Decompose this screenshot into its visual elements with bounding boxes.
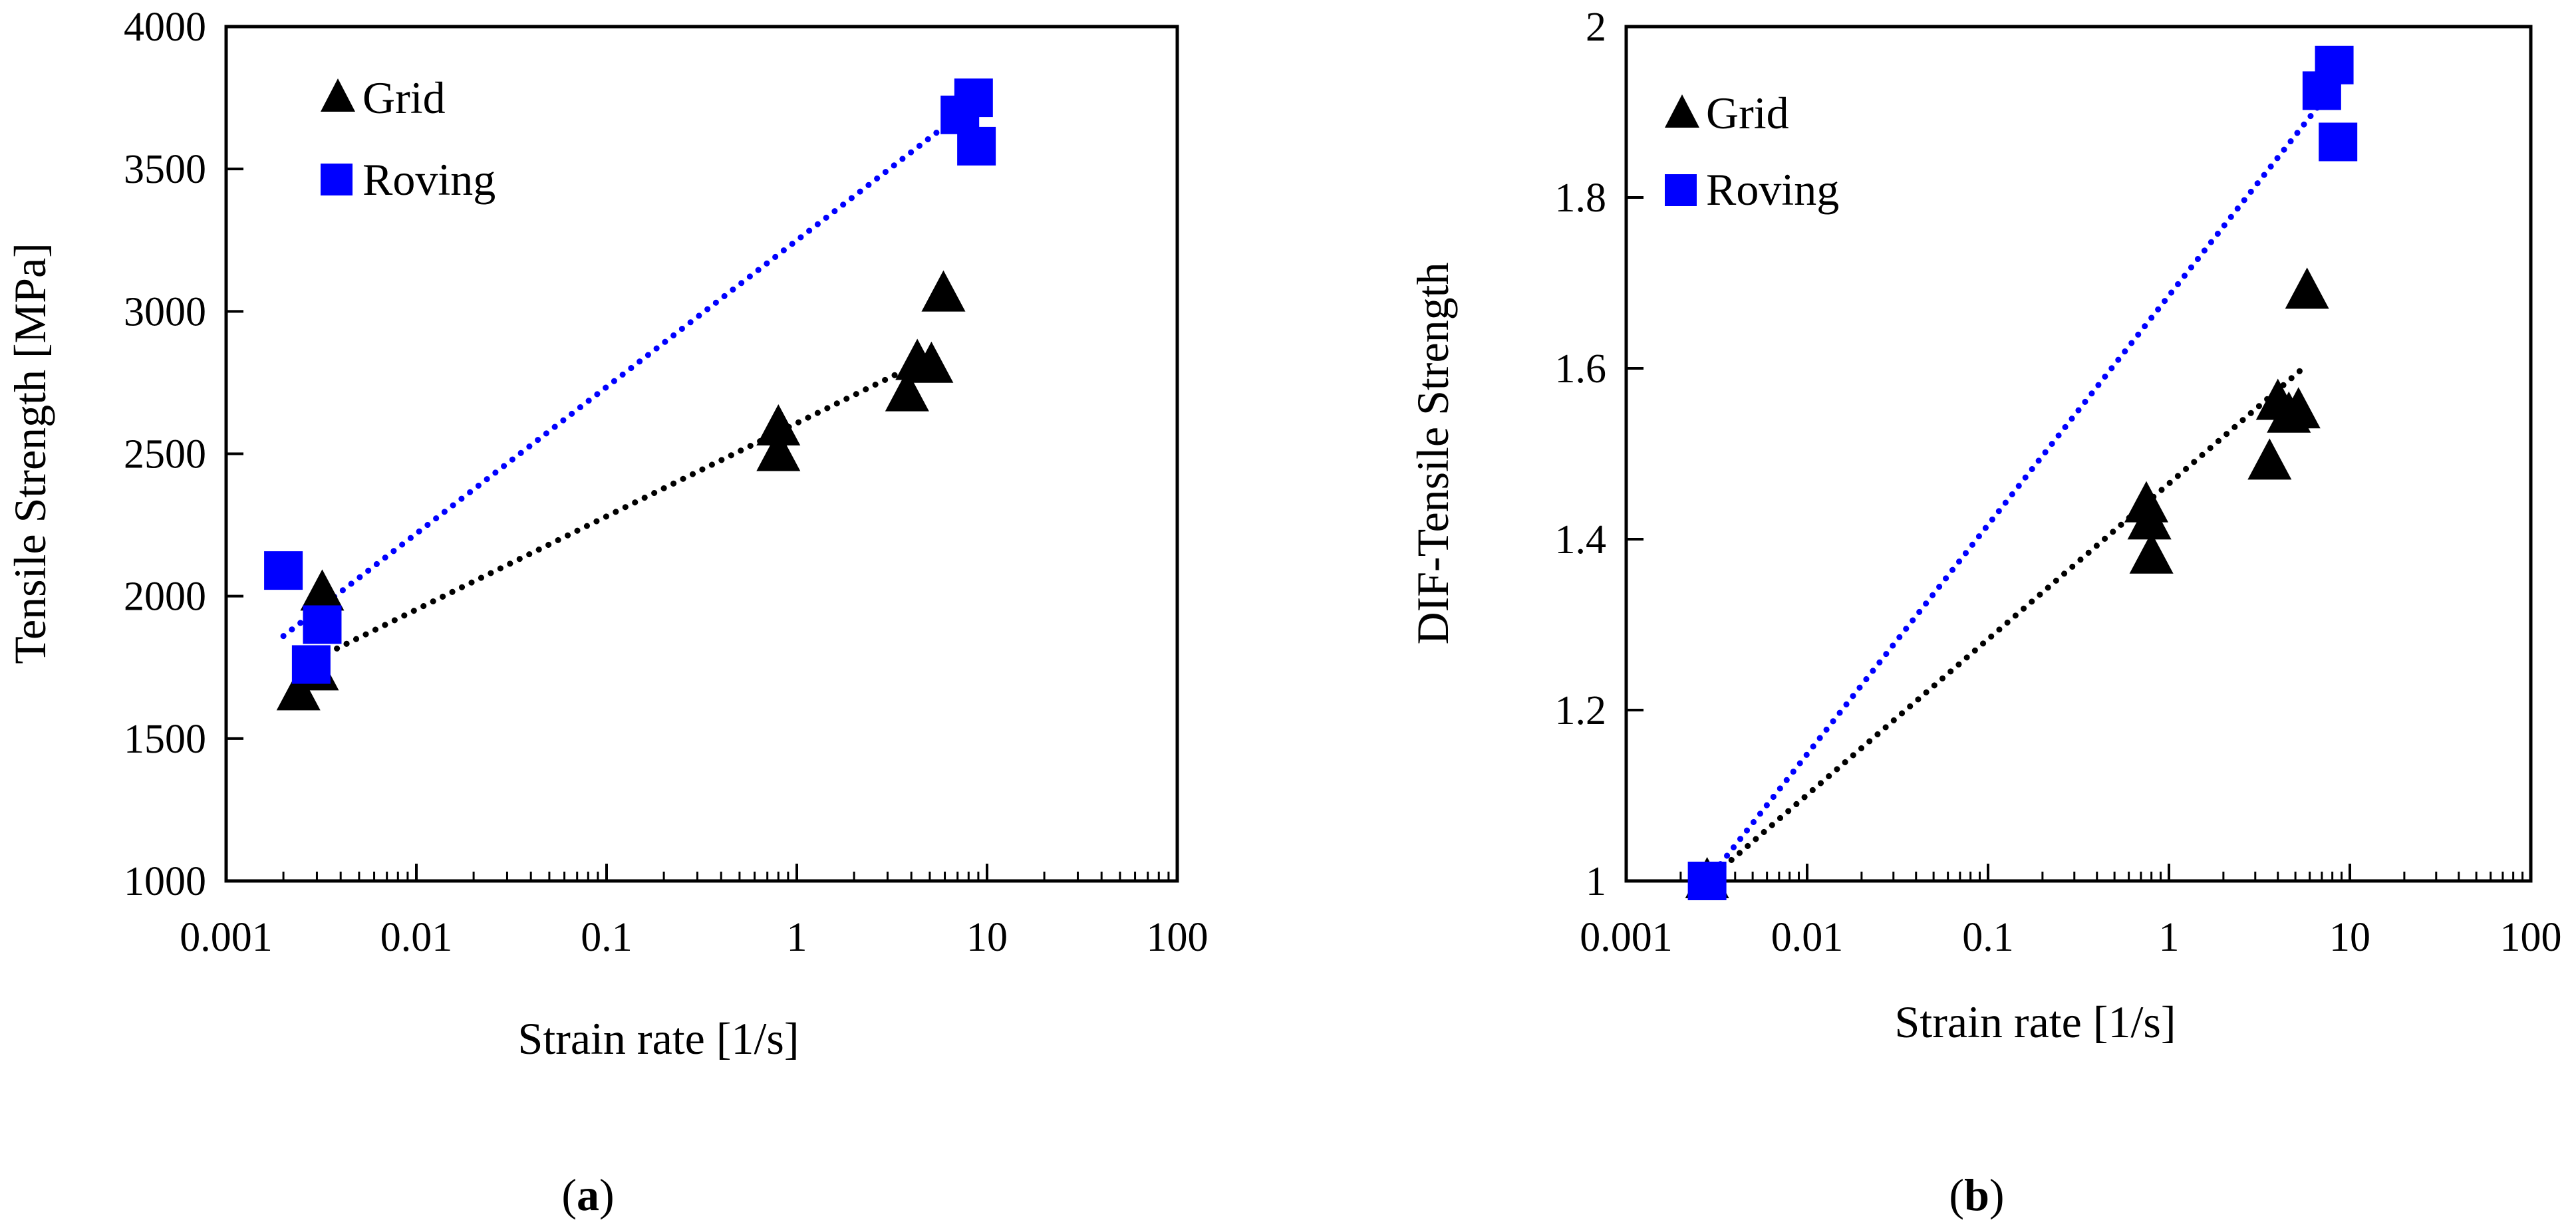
- x-tick-label: 0.001: [180, 915, 273, 960]
- y-tick-label: 1.4: [1555, 517, 1607, 562]
- x-tick-label: 100: [1147, 915, 1209, 960]
- tick-labels-b: 0.001 0.01 0.1 1 10 100 1 1.2 1.4 1.6 1.8 2: [1555, 5, 2562, 960]
- x-axis-title-a: Strain rate [1/s]: [518, 1013, 799, 1064]
- y-axis-title-b: DIF-Tensile Strength: [1407, 262, 1458, 644]
- y-tick-label: 1500: [124, 717, 206, 762]
- grid-data-point: [2124, 481, 2169, 523]
- legend-label-grid-a: Grid: [362, 72, 446, 123]
- legend-grid-triangle-icon-b: [1665, 94, 1699, 128]
- caption-b: (b): [1949, 1169, 2004, 1220]
- y-tick-label: 1.2: [1555, 688, 1607, 733]
- grid-data-point: [921, 270, 966, 312]
- chart-panel-b: 0.001 0.01 0.1 1 10 100 1 1.2 1.4 1.6 1.8 2 Strain …: [1407, 5, 2562, 1220]
- y-tick-label: 2500: [124, 432, 206, 477]
- data-markers-b: [1685, 45, 2358, 900]
- x-tick-label: 10: [2329, 915, 2370, 960]
- legend-b: Grid Roving: [1665, 88, 1839, 215]
- y-tick-label: 2000: [124, 574, 206, 620]
- x-tick-label: 1: [2159, 915, 2180, 960]
- caption-close-b: ): [1989, 1169, 2005, 1220]
- legend-a: Grid Roving: [321, 72, 496, 205]
- y-tick-label: 1: [1586, 859, 1606, 904]
- legend-roving-square-icon-a: [321, 164, 353, 195]
- chart-panel-a: 0.001 0.01 0.1 1 10 100 1000 1500 2000 2500 3000 35…: [5, 5, 1209, 1220]
- legend-label-roving-a: Roving: [362, 154, 496, 205]
- y-tick-label: 1.8: [1555, 176, 1607, 221]
- grid-data-point: [909, 341, 954, 383]
- roving-data-point: [954, 78, 993, 118]
- caption-letter-a: a: [577, 1169, 599, 1220]
- grid-data-point: [300, 569, 345, 611]
- roving-data-point: [957, 126, 996, 166]
- legend-label-roving-b: Roving: [1706, 164, 1839, 215]
- tick-marks-b: [1625, 25, 2532, 882]
- roving-data-point: [264, 551, 303, 590]
- y-tick-label: 1000: [124, 859, 206, 904]
- grid-data-point: [2276, 387, 2321, 429]
- x-tick-label: 1: [787, 915, 807, 960]
- grid-data-point: [885, 370, 929, 412]
- roving-trendline: [280, 109, 966, 640]
- caption-a: (a): [561, 1169, 614, 1220]
- grid-data-point: [2127, 498, 2172, 540]
- y-tick-label: 1.6: [1555, 346, 1607, 392]
- tick-labels-a: 0.001 0.01 0.1 1 10 100 1000 1500 2000 2500 3000 35…: [124, 5, 1209, 960]
- x-tick-label: 10: [966, 915, 1008, 960]
- roving-data-point: [303, 605, 342, 644]
- caption-open-b: (: [1949, 1169, 1964, 1220]
- roving-trendline: [1704, 92, 2331, 884]
- x-tick-label: 0.1: [1962, 915, 2014, 960]
- legend-label-grid-b: Grid: [1706, 88, 1789, 138]
- y-tick-label: 3500: [124, 147, 206, 192]
- caption-letter-b: b: [1964, 1169, 1989, 1220]
- plot-area-b: [1624, 25, 2533, 883]
- grid-data-point: [2129, 532, 2174, 574]
- trendlines-b: [1704, 92, 2331, 884]
- y-tick-label: 2: [1586, 5, 1606, 50]
- y-axis-title-a: Tensile Strength [MPa]: [5, 243, 55, 664]
- grid-trendline: [1704, 365, 2306, 884]
- x-tick-label: 100: [2500, 915, 2562, 960]
- grid-trendline: [295, 351, 941, 671]
- x-axis-title-b: Strain rate [1/s]: [1895, 997, 2176, 1047]
- x-tick-label: 0.01: [380, 915, 453, 960]
- x-tick-label: 0.1: [581, 915, 633, 960]
- legend-roving-square-icon-b: [1665, 174, 1697, 206]
- legend-grid-triangle-icon-a: [321, 78, 355, 112]
- y-tick-label: 3000: [124, 289, 206, 334]
- trendlines-a: [280, 109, 966, 671]
- plot-area-a: [224, 25, 1179, 883]
- roving-data-point: [2319, 122, 2358, 162]
- caption-close-a: ): [599, 1169, 615, 1220]
- caption-open-a: (: [561, 1169, 577, 1220]
- grid-data-point: [2247, 438, 2292, 480]
- roving-data-point: [1687, 862, 1727, 900]
- data-markers-a: [264, 78, 996, 711]
- x-tick-label: 0.001: [1580, 915, 1673, 960]
- y-tick-label: 4000: [124, 5, 206, 50]
- x-tick-label: 0.01: [1771, 915, 1844, 960]
- grid-data-point: [756, 404, 801, 445]
- roving-data-point: [2315, 45, 2354, 84]
- roving-data-point: [291, 645, 331, 684]
- grid-data-point: [756, 430, 801, 471]
- grid-data-point: [2285, 267, 2329, 309]
- tick-marks-a: [225, 25, 1179, 882]
